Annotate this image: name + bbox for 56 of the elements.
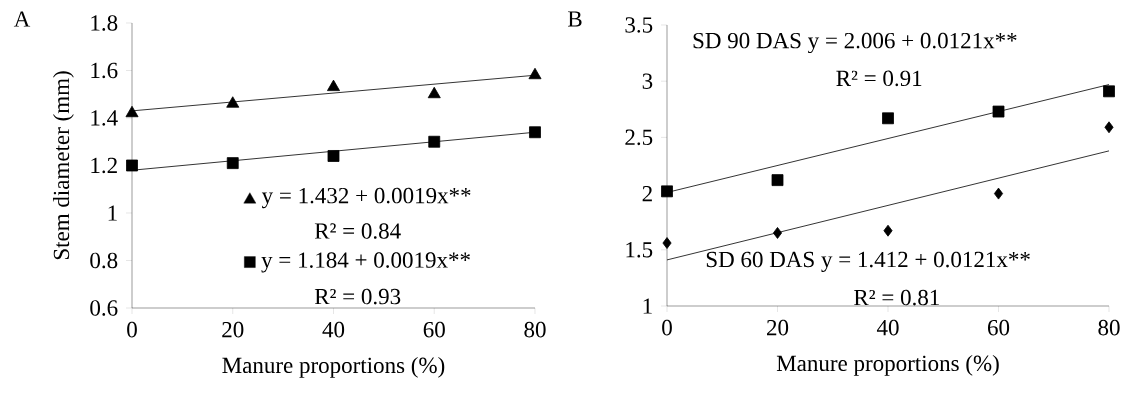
annotation: SD 90 DAS y = 2.006 + 0.0121x** xyxy=(693,32,1017,54)
y-tick-label: 1.5 xyxy=(626,242,653,258)
x-tick-label: 40 xyxy=(322,321,345,338)
annotation: R² = 0.91 xyxy=(836,70,922,87)
point xyxy=(226,96,240,108)
y-tick-label: 1.8 xyxy=(91,15,118,31)
annotation: R² = 0.84 xyxy=(314,223,401,239)
x-tick-label: 20 xyxy=(222,321,244,338)
y-tick-label: 1.2 xyxy=(91,157,117,174)
x-tick-label: 0 xyxy=(127,321,137,338)
x-tick-label: 60 xyxy=(423,321,445,338)
point xyxy=(125,105,139,118)
x-tick-label: 20 xyxy=(767,319,789,336)
annotation: SD 60 DAS y = 1.412 + 0.0121x** xyxy=(706,251,1030,273)
point xyxy=(427,86,441,99)
y-tick-label: 1 xyxy=(108,205,117,221)
point xyxy=(529,126,541,139)
x-tick-label: 80 xyxy=(1098,319,1120,336)
legend-label: y = 1.432 + 0.0019x** xyxy=(261,187,471,209)
y-tick-label: 1.6 xyxy=(91,62,118,79)
point xyxy=(1103,85,1115,98)
x-axis-title: Manure proportions (%) xyxy=(222,356,445,378)
y-tick-label: 2 xyxy=(642,185,652,202)
point xyxy=(327,79,340,92)
y-axis-title: Stem diameter (mm) xyxy=(52,71,74,260)
point xyxy=(428,135,441,148)
point xyxy=(882,112,894,125)
x-tick-label: 60 xyxy=(987,319,1010,336)
point xyxy=(662,237,672,249)
chart-title: B xyxy=(568,11,582,27)
y-tick-label: 1 xyxy=(643,298,652,314)
x-tick-label: 80 xyxy=(524,321,546,338)
y-tick-label: 2.5 xyxy=(625,129,653,146)
legend-label: y = 1.184 + 0.0019x** xyxy=(261,252,470,273)
point xyxy=(883,224,893,237)
point xyxy=(993,187,1004,200)
point xyxy=(226,157,239,170)
annotation: R² = 0.81 xyxy=(854,289,939,306)
point xyxy=(126,159,138,172)
point xyxy=(528,67,542,80)
y-tick-label: 0.6 xyxy=(90,300,118,316)
point xyxy=(327,150,340,162)
x-tick-label: 0 xyxy=(662,319,672,336)
y-tick-label: 0.8 xyxy=(90,252,118,269)
annotation: R² = 0.93 xyxy=(314,288,401,305)
point xyxy=(661,185,673,198)
point xyxy=(992,105,1005,118)
point xyxy=(1104,121,1114,134)
x-tick-label: 40 xyxy=(876,319,899,336)
y-tick-label: 1.4 xyxy=(91,110,118,126)
point xyxy=(771,174,784,187)
x-axis-title: Manure proportions (%) xyxy=(776,354,999,376)
point xyxy=(772,227,783,239)
y-tick-label: 3.5 xyxy=(625,17,653,33)
chart-title: A xyxy=(13,11,31,27)
y-tick-label: 3 xyxy=(642,73,653,89)
